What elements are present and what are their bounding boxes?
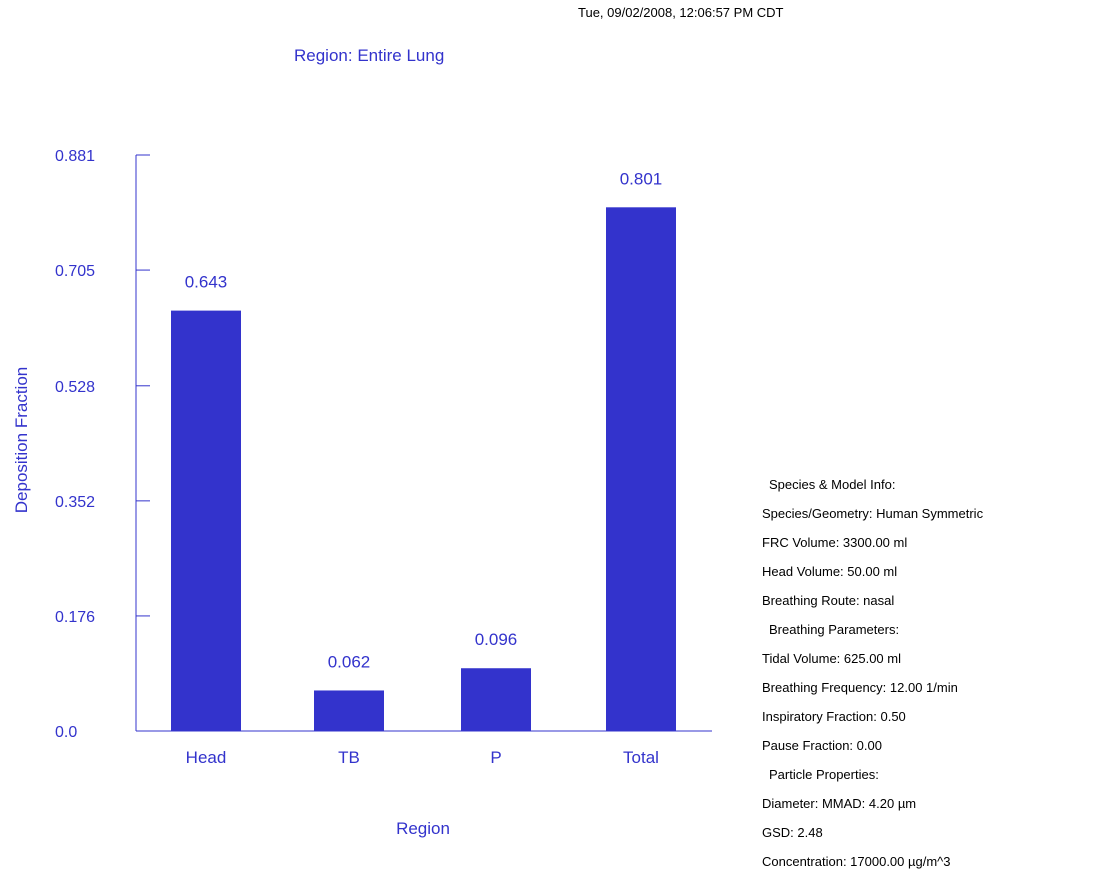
x-tick-label: P [490, 748, 501, 767]
pause-fraction: Pause Fraction: 0.00 [762, 738, 882, 753]
x-tick-label: TB [338, 748, 360, 767]
y-tick-label: 0.352 [55, 494, 95, 511]
species-geometry: Species/Geometry: Human Symmetric [762, 506, 984, 521]
y-tick-label: 0.0 [55, 724, 77, 741]
bar-total [606, 207, 676, 731]
info-panel: Species & Model Info: Species/Geometry: … [762, 470, 983, 876]
concentration: Concentration: 17000.00 µg/m^3 [762, 854, 951, 869]
y-tick-label: 0.881 [55, 148, 95, 165]
diameter: Diameter: MMAD: 4.20 µm [762, 796, 917, 811]
gsd: GSD: 2.48 [762, 825, 823, 840]
bars: 0.643 Head 0.062 TB 0.096 P 0.801 Total [171, 169, 676, 767]
y-tick-label: 0.528 [55, 379, 95, 396]
breathing-section-title: Breathing Parameters: [769, 622, 900, 637]
bar-value-label: 0.062 [328, 652, 371, 671]
bar-head [171, 310, 241, 731]
breathing-frequency: Breathing Frequency: 12.00 1/min [762, 680, 958, 695]
chart-title: Region: Entire Lung [294, 46, 445, 65]
bar-tb [314, 690, 384, 731]
bar-value-label: 0.096 [475, 630, 518, 649]
timestamp: Tue, 09/02/2008, 12:06:57 PM CDT [578, 5, 784, 20]
y-tick-label: 0.176 [55, 609, 95, 626]
breathing-route: Breathing Route: nasal [762, 593, 895, 608]
y-axis-label: Deposition Fraction [12, 367, 31, 513]
bar-value-label: 0.801 [620, 169, 663, 188]
head-volume: Head Volume: 50.00 ml [762, 564, 898, 579]
y-tick-label: 0.705 [55, 263, 95, 280]
bar-value-label: 0.643 [185, 273, 228, 292]
x-axis-label: Region [396, 819, 450, 838]
x-tick-label: Total [623, 748, 659, 767]
tidal-volume: Tidal Volume: 625.00 ml [762, 651, 901, 666]
inspiratory-fraction: Inspiratory Fraction: 0.50 [762, 709, 906, 724]
bar-p [461, 668, 531, 731]
x-tick-label: Head [186, 748, 227, 767]
particle-section-title: Particle Properties: [769, 767, 879, 782]
species-section-title: Species & Model Info: [769, 477, 896, 492]
frc-volume: FRC Volume: 3300.00 ml [762, 535, 908, 550]
